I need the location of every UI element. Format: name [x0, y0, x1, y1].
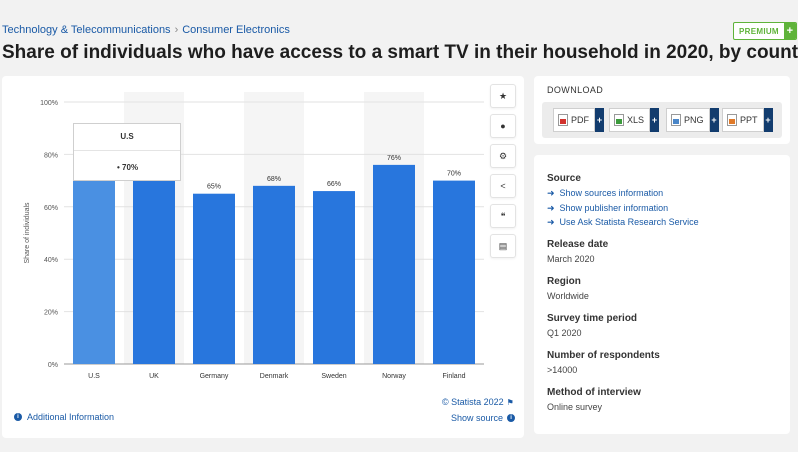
flag-icon: ⚑ — [506, 397, 514, 407]
download-pdf-label: PDF — [571, 115, 589, 125]
survey-period-value: Q1 2020 — [547, 328, 582, 338]
method-value: Online survey — [547, 402, 603, 412]
data-label: 70% — [447, 171, 461, 178]
data-label: 65% — [207, 184, 221, 191]
data-label: 68% — [267, 176, 281, 183]
additional-information-link[interactable]: i Additional Information — [14, 412, 114, 422]
chart-tooltip: U.S • 70% — [73, 123, 181, 181]
premium-badge[interactable]: PREMIUM + — [733, 22, 797, 40]
arrow-right-icon: ➜ — [547, 188, 555, 198]
download-ppt-label: PPT — [740, 115, 758, 125]
x-tick-label: Finland — [443, 373, 466, 380]
statista-credit[interactable]: © Statista 2022 ⚑ — [442, 397, 514, 407]
download-pdf-button[interactable]: PDF + — [553, 108, 604, 132]
respondents-heading: Number of respondents — [547, 350, 660, 361]
arrow-right-icon: ➜ — [547, 217, 555, 227]
xls-icon — [614, 114, 624, 126]
x-tick-label: Norway — [382, 373, 406, 380]
show-sources-label: Show sources information — [559, 188, 664, 198]
tooltip-value-row: • 70% — [74, 151, 180, 172]
favorite-star-icon[interactable]: ★ — [490, 84, 516, 108]
settings-gear-icon[interactable]: ⚙ — [490, 144, 516, 168]
bar-uk — [133, 180, 175, 364]
ppt-icon — [727, 114, 737, 126]
download-buttons: PDF + XLS + PNG + PPT + — [542, 102, 782, 138]
show-sources-link[interactable]: ➜ Show sources information — [547, 188, 663, 199]
cite-quote-icon[interactable]: ❝ — [490, 204, 516, 228]
y-tick-label: 20% — [44, 310, 58, 317]
arrow-right-icon: ➜ — [547, 203, 555, 213]
x-tick-label: U.S — [88, 373, 100, 380]
download-ppt-button[interactable]: PPT + — [722, 108, 773, 132]
download-xls-button[interactable]: XLS + — [609, 108, 660, 132]
y-axis-label: Share of individuals — [24, 202, 31, 264]
source-heading: Source — [547, 173, 581, 184]
ask-statista-label: Use Ask Statista Research Service — [559, 217, 699, 227]
page-title: Share of individuals who have access to … — [2, 42, 798, 63]
bar-chart: 0% 20% 40% 60% 80% 100% Share of individuals U.… — [24, 92, 484, 380]
plus-icon: + — [595, 108, 604, 132]
bar-finland — [433, 180, 475, 364]
x-tick-label: Germany — [200, 373, 229, 380]
bar-sweden — [313, 191, 355, 364]
download-png-label: PNG — [684, 115, 704, 125]
download-card: DOWNLOAD PDF + XLS + PNG + PPT + — [534, 76, 790, 144]
credit-label: © Statista 2022 — [442, 397, 504, 407]
y-tick-label: 60% — [44, 205, 58, 212]
share-icon[interactable]: < — [490, 174, 516, 198]
region-heading: Region — [547, 276, 581, 287]
notification-bell-icon[interactable]: ● — [490, 114, 516, 138]
release-date-heading: Release date — [547, 239, 609, 250]
png-icon — [671, 114, 681, 126]
breadcrumb-link-technology[interactable]: Technology & Telecommunications — [2, 24, 171, 36]
pdf-icon — [558, 114, 568, 126]
plus-icon: + — [763, 108, 773, 132]
show-publisher-link[interactable]: ➜ Show publisher information — [547, 203, 668, 214]
y-tick-label: 80% — [44, 152, 58, 159]
y-tick-label: 100% — [40, 100, 58, 107]
download-title: DOWNLOAD — [547, 85, 604, 95]
info-icon: i — [507, 414, 516, 422]
y-tick-label: 0% — [48, 362, 58, 369]
data-label: 76% — [387, 155, 401, 162]
respondents-value: >14000 — [547, 365, 578, 375]
data-label: 66% — [327, 181, 341, 188]
tooltip-bullet: • — [117, 163, 120, 172]
bar-germany — [193, 193, 235, 364]
show-publisher-label: Show publisher information — [559, 203, 669, 213]
bar-norway — [373, 164, 415, 364]
plus-icon: + — [709, 108, 719, 132]
download-png-button[interactable]: PNG + — [666, 108, 719, 132]
premium-plus-icon: + — [783, 23, 796, 39]
source-card: Source ➜ Show sources information ➜ Show p… — [534, 155, 790, 434]
download-xls-label: XLS — [627, 115, 645, 125]
premium-label: PREMIUM — [739, 27, 779, 36]
region-value: Worldwide — [547, 291, 589, 301]
method-heading: Method of interview — [547, 387, 641, 398]
tooltip-title: U.S — [74, 124, 180, 151]
additional-information-label: Additional Information — [27, 412, 115, 422]
bar-us — [73, 180, 115, 364]
chart-card: 0% 20% 40% 60% 80% 100% Share of individuals U.… — [2, 76, 524, 438]
show-source-label: Show source — [451, 413, 504, 423]
x-tick-label: Denmark — [260, 373, 289, 380]
chart-toolbar: ★ ● ⚙ < ❝ ▤ — [490, 84, 516, 258]
breadcrumb: Technology & Telecommunications › Consumer… — [2, 24, 290, 36]
tooltip-value: 70% — [122, 163, 139, 172]
print-icon[interactable]: ▤ — [490, 234, 516, 258]
survey-period-heading: Survey time period — [547, 313, 638, 324]
y-tick-label: 40% — [44, 257, 58, 264]
plus-icon: + — [650, 108, 660, 132]
info-icon: i — [14, 413, 22, 421]
breadcrumb-link-consumer-electronics[interactable]: Consumer Electronics — [182, 24, 290, 36]
ask-statista-link[interactable]: ➜ Use Ask Statista Research Service — [547, 217, 699, 228]
release-date-value: March 2020 — [547, 254, 595, 264]
bar-denmark — [253, 185, 295, 364]
show-source-link[interactable]: Show source i — [451, 413, 516, 423]
x-tick-label: Sweden — [321, 373, 346, 380]
breadcrumb-separator: › — [174, 24, 179, 36]
x-tick-label: UK — [149, 373, 159, 380]
